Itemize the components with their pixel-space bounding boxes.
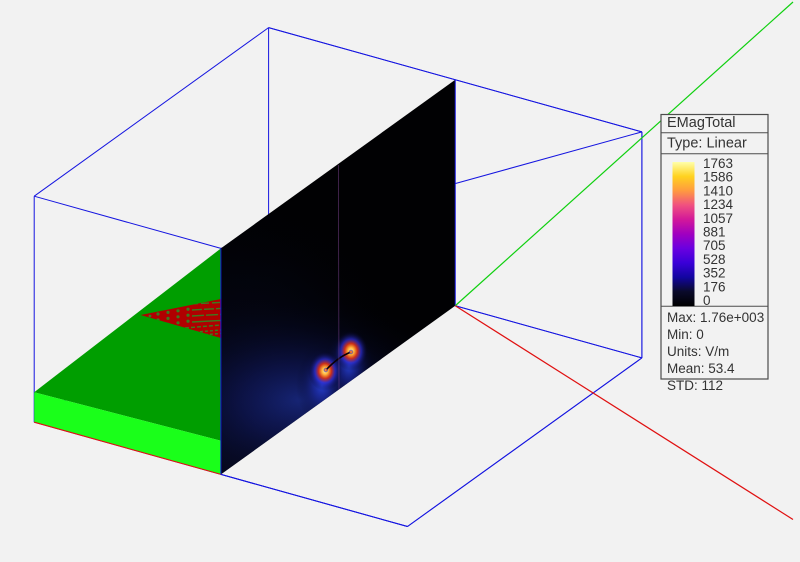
- svg-text:Max: 1.76e+003: Max: 1.76e+003: [667, 310, 764, 325]
- svg-text:Mean: 53.4: Mean: 53.4: [667, 361, 735, 376]
- svg-text:Type: Linear: Type: Linear: [667, 136, 747, 152]
- svg-text:STD: 112: STD: 112: [667, 378, 723, 393]
- svg-text:Units: V/m: Units: V/m: [667, 344, 729, 359]
- svg-text:EMagTotal: EMagTotal: [667, 115, 736, 131]
- svg-text:Min: 0: Min: 0: [667, 327, 704, 342]
- svg-text:0: 0: [703, 293, 711, 308]
